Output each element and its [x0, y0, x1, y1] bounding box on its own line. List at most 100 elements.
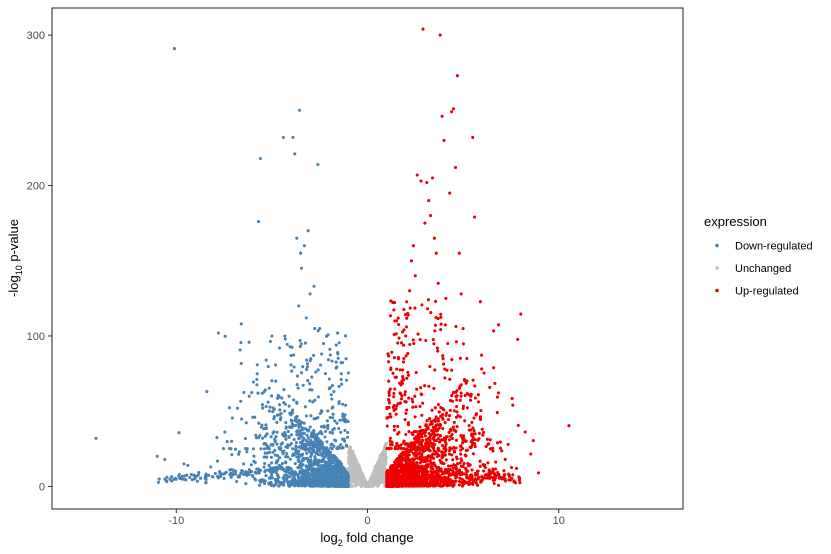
- unchanged-point: [350, 472, 355, 476]
- down-regulated-point: [297, 449, 301, 453]
- up-regulated-point: [445, 435, 449, 439]
- up-regulated-point: [423, 384, 427, 388]
- up-regulated-point: [454, 438, 459, 442]
- down-regulated-point: [294, 445, 298, 449]
- up-regulated-point: [405, 300, 409, 304]
- down-regulated-point: [275, 430, 279, 434]
- unchanged-point: [356, 473, 361, 477]
- down-regulated-point: [156, 480, 160, 484]
- up-regulated-point: [435, 480, 439, 484]
- up-regulated-point: [423, 430, 427, 434]
- unchanged-point: [354, 484, 358, 488]
- down-regulated-point: [188, 475, 192, 480]
- down-regulated-point: [306, 436, 310, 440]
- up-regulated-point: [427, 384, 431, 388]
- down-regulated-point: [332, 458, 336, 462]
- down-regulated-point: [283, 402, 287, 406]
- up-regulated-point: [476, 400, 481, 404]
- up-regulated-point: [452, 483, 456, 487]
- up-regulated-point: [477, 431, 481, 435]
- down-regulated-point: [291, 135, 295, 139]
- down-regulated-point: [254, 478, 258, 482]
- down-regulated-point: [315, 476, 319, 481]
- up-regulated-point: [411, 441, 415, 445]
- down-regulated-point: [343, 428, 347, 432]
- up-regulated-point: [413, 444, 417, 448]
- up-regulated-point: [454, 324, 458, 329]
- down-regulated-point: [266, 365, 270, 369]
- unchanged-point: [351, 454, 356, 458]
- down-regulated-point: [323, 435, 327, 439]
- down-regulated-point: [325, 419, 329, 423]
- down-regulated-point: [331, 412, 335, 416]
- up-regulated-point: [470, 420, 474, 424]
- down-regulated-point: [285, 452, 289, 456]
- up-regulated-point: [415, 468, 419, 472]
- up-regulated-point: [408, 483, 412, 487]
- down-regulated-point: [311, 475, 315, 479]
- down-regulated-point: [209, 465, 213, 469]
- up-regulated-point: [478, 464, 482, 468]
- unchanged-point: [380, 460, 385, 465]
- up-regulated-point: [472, 416, 476, 420]
- unchanged-point: [377, 464, 381, 468]
- down-regulated-point: [320, 446, 324, 451]
- down-regulated-point: [326, 462, 331, 467]
- down-regulated-point: [322, 425, 327, 429]
- up-regulated-point: [398, 381, 402, 385]
- down-regulated-point: [190, 478, 194, 482]
- down-regulated-point: [268, 450, 272, 454]
- up-regulated-point: [386, 480, 391, 484]
- down-regulated-point: [172, 47, 176, 51]
- down-regulated-point: [297, 455, 301, 459]
- down-regulated-point: [235, 406, 240, 410]
- down-regulated-point: [213, 472, 217, 476]
- down-regulated-point: [344, 418, 348, 422]
- up-regulated-point: [482, 371, 486, 375]
- down-regulated-point: [295, 236, 299, 240]
- up-regulated-point: [420, 443, 424, 447]
- up-regulated-point: [463, 439, 467, 443]
- unchanged-point: [384, 441, 388, 445]
- up-regulated-point: [448, 398, 452, 402]
- up-regulated-point: [492, 329, 496, 333]
- down-regulated-point: [318, 411, 322, 416]
- down-regulated-point: [298, 424, 302, 428]
- down-regulated-point: [327, 387, 331, 391]
- down-regulated-point: [275, 413, 280, 417]
- up-regulated-point: [567, 424, 571, 428]
- down-regulated-point: [303, 341, 307, 345]
- down-regulated-point: [308, 447, 312, 451]
- down-regulated-point: [269, 394, 274, 398]
- down-regulated-point: [300, 475, 304, 479]
- down-regulated-point: [155, 454, 159, 458]
- down-regulated-point: [273, 453, 277, 457]
- down-regulated-point: [239, 322, 243, 326]
- down-regulated-point: [258, 156, 262, 161]
- down-regulated-point: [328, 347, 332, 351]
- up-regulated-point: [419, 447, 423, 451]
- down-regulated-point: [260, 423, 264, 427]
- up-regulated-point: [421, 401, 425, 405]
- down-regulated-point: [306, 229, 310, 233]
- up-regulated-point: [449, 429, 453, 433]
- up-regulated-point: [411, 478, 415, 482]
- down-regulated-point: [315, 445, 319, 449]
- up-regulated-point: [399, 397, 404, 401]
- up-regulated-point: [448, 408, 452, 412]
- up-regulated-point: [451, 458, 455, 462]
- up-regulated-point: [457, 479, 461, 483]
- down-regulated-point: [271, 443, 275, 447]
- up-regulated-point: [455, 424, 459, 429]
- up-regulated-point: [463, 379, 467, 383]
- up-regulated-point: [398, 483, 402, 487]
- down-regulated-point: [257, 483, 262, 487]
- up-regulated-point: [450, 436, 455, 441]
- up-regulated-point: [396, 424, 400, 428]
- up-regulated-point: [458, 398, 462, 402]
- up-regulated-point: [464, 448, 468, 453]
- down-regulated-point: [304, 316, 308, 320]
- up-regulated-point: [389, 367, 393, 372]
- up-regulated-point: [431, 477, 435, 481]
- down-regulated-point: [291, 473, 295, 477]
